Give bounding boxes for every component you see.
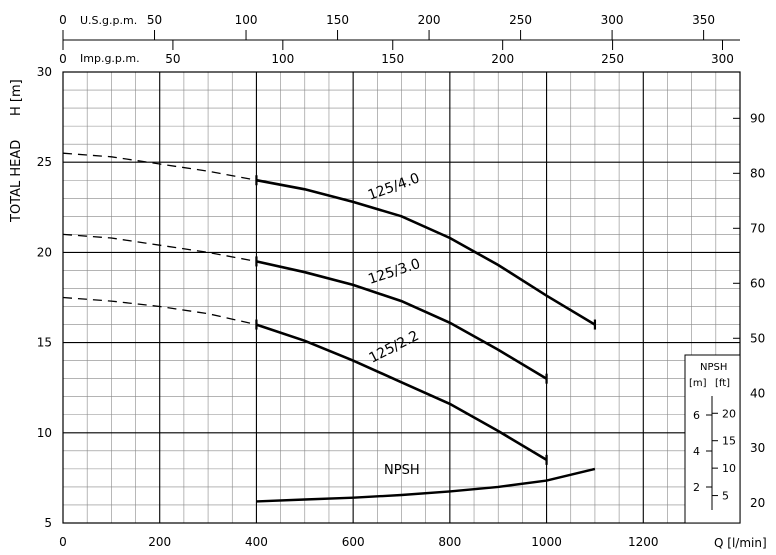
impgpm-ticks: 0 50 100 150 200 250 300 — [59, 40, 734, 66]
usgpm-tick-label: 50 — [147, 13, 162, 27]
npsh-curve — [256, 467, 596, 503]
y-axis-title: TOTAL HEAD — [9, 140, 24, 223]
npsh-ft-tick-label: 10 — [722, 462, 736, 475]
top-axes: 0 50 100 150 200 250 300 350 U.S.g.p.m. 0 50 100 1… — [59, 13, 740, 66]
curve-125/2.2-extrapolated — [62, 296, 257, 326]
x-tick-label: 0 — [59, 535, 67, 549]
y-tick-labels: 5 10 15 20 25 30 — [37, 65, 52, 530]
impgpm-label: Imp.g.p.m. — [80, 52, 140, 65]
x-axis-title: Q [l/min] — [714, 536, 767, 550]
impgpm-tick-label: 50 — [165, 52, 180, 66]
npsh-inset-ticks: 6 4 2 20 15 10 5 — [693, 407, 736, 502]
npsh-inset-unit-ft: [ft] — [715, 378, 730, 389]
x-tick-label: 800 — [438, 535, 461, 549]
y-tick-label: 25 — [37, 155, 52, 169]
y-tick-label: 30 — [37, 65, 52, 79]
npsh-ft-tick-label: 5 — [722, 490, 729, 503]
curve-125/4.0-extrapolated — [62, 152, 257, 181]
usgpm-tick-label: 300 — [601, 13, 624, 27]
ft-tick-label: 20 — [750, 496, 765, 510]
impgpm-tick-label: 250 — [601, 52, 624, 66]
usgpm-tick-label: 0 — [59, 13, 67, 27]
ft-tick-label: 80 — [750, 166, 765, 180]
y-tick-label: 10 — [37, 426, 52, 440]
npsh-ft-tick-label: 20 — [722, 407, 736, 420]
npsh-m-tick-label: 4 — [693, 445, 700, 458]
curve-label: 125/4.0 — [366, 170, 422, 203]
npsh-m-tick-label: 2 — [693, 481, 700, 494]
curve-125/3.0 — [256, 260, 548, 380]
impgpm-tick-label: 100 — [271, 52, 294, 66]
y-tick-label: 5 — [44, 516, 52, 530]
ft-tick-label: 30 — [750, 441, 765, 455]
ft-tick-label: 90 — [750, 111, 765, 125]
x-tick-label: 200 — [148, 535, 171, 549]
x-tick-label: 1000 — [531, 535, 562, 549]
ft-tick-label: 50 — [750, 331, 765, 345]
impgpm-tick-label: 150 — [381, 52, 404, 66]
impgpm-tick-label: 0 — [59, 52, 67, 66]
x-tick-label: 400 — [245, 535, 268, 549]
x-tick-label: 600 — [342, 535, 365, 549]
npsh-curve-label: NPSH — [384, 463, 420, 478]
y-tick-label: 15 — [37, 336, 52, 350]
impgpm-tick-label: 200 — [491, 52, 514, 66]
x-tick-labels: 0 200 400 600 800 1000 1200 — [59, 535, 658, 549]
curve-125/4.0 — [256, 178, 596, 326]
usgpm-label: U.S.g.p.m. — [80, 14, 137, 27]
impgpm-tick-label: 300 — [711, 52, 734, 66]
usgpm-tick-label: 350 — [692, 13, 715, 27]
usgpm-tick-label: 200 — [418, 13, 441, 27]
minor-grid — [63, 72, 740, 523]
major-grid — [63, 72, 740, 523]
x-tick-label: 1200 — [628, 535, 659, 549]
npsh-ft-tick-label: 15 — [722, 435, 736, 448]
curve-label: 125/3.0 — [366, 256, 422, 288]
y-axis-unit: H [m] — [9, 79, 24, 116]
npsh-inset-title: NPSH — [700, 362, 727, 373]
npsh-m-tick-label: 6 — [693, 409, 700, 422]
ft-tick-label: 40 — [750, 386, 765, 400]
npsh-inset-unit-m: [m] — [689, 378, 707, 389]
usgpm-tick-label: 150 — [326, 13, 349, 27]
ft-tick-label: 60 — [750, 276, 765, 290]
usgpm-tick-label: 100 — [235, 13, 258, 27]
ft-tick-label: 70 — [750, 221, 765, 235]
npsh-inset: NPSH [m] [ft] 6 4 2 20 15 10 5 — [684, 354, 741, 524]
curve-125/3.0-extrapolated — [62, 233, 257, 263]
y-tick-label: 20 — [37, 245, 52, 259]
curve-125/2.2 — [255, 323, 548, 462]
usgpm-ticks: 0 50 100 150 200 250 300 350 — [59, 13, 715, 40]
usgpm-tick-label: 250 — [509, 13, 532, 27]
